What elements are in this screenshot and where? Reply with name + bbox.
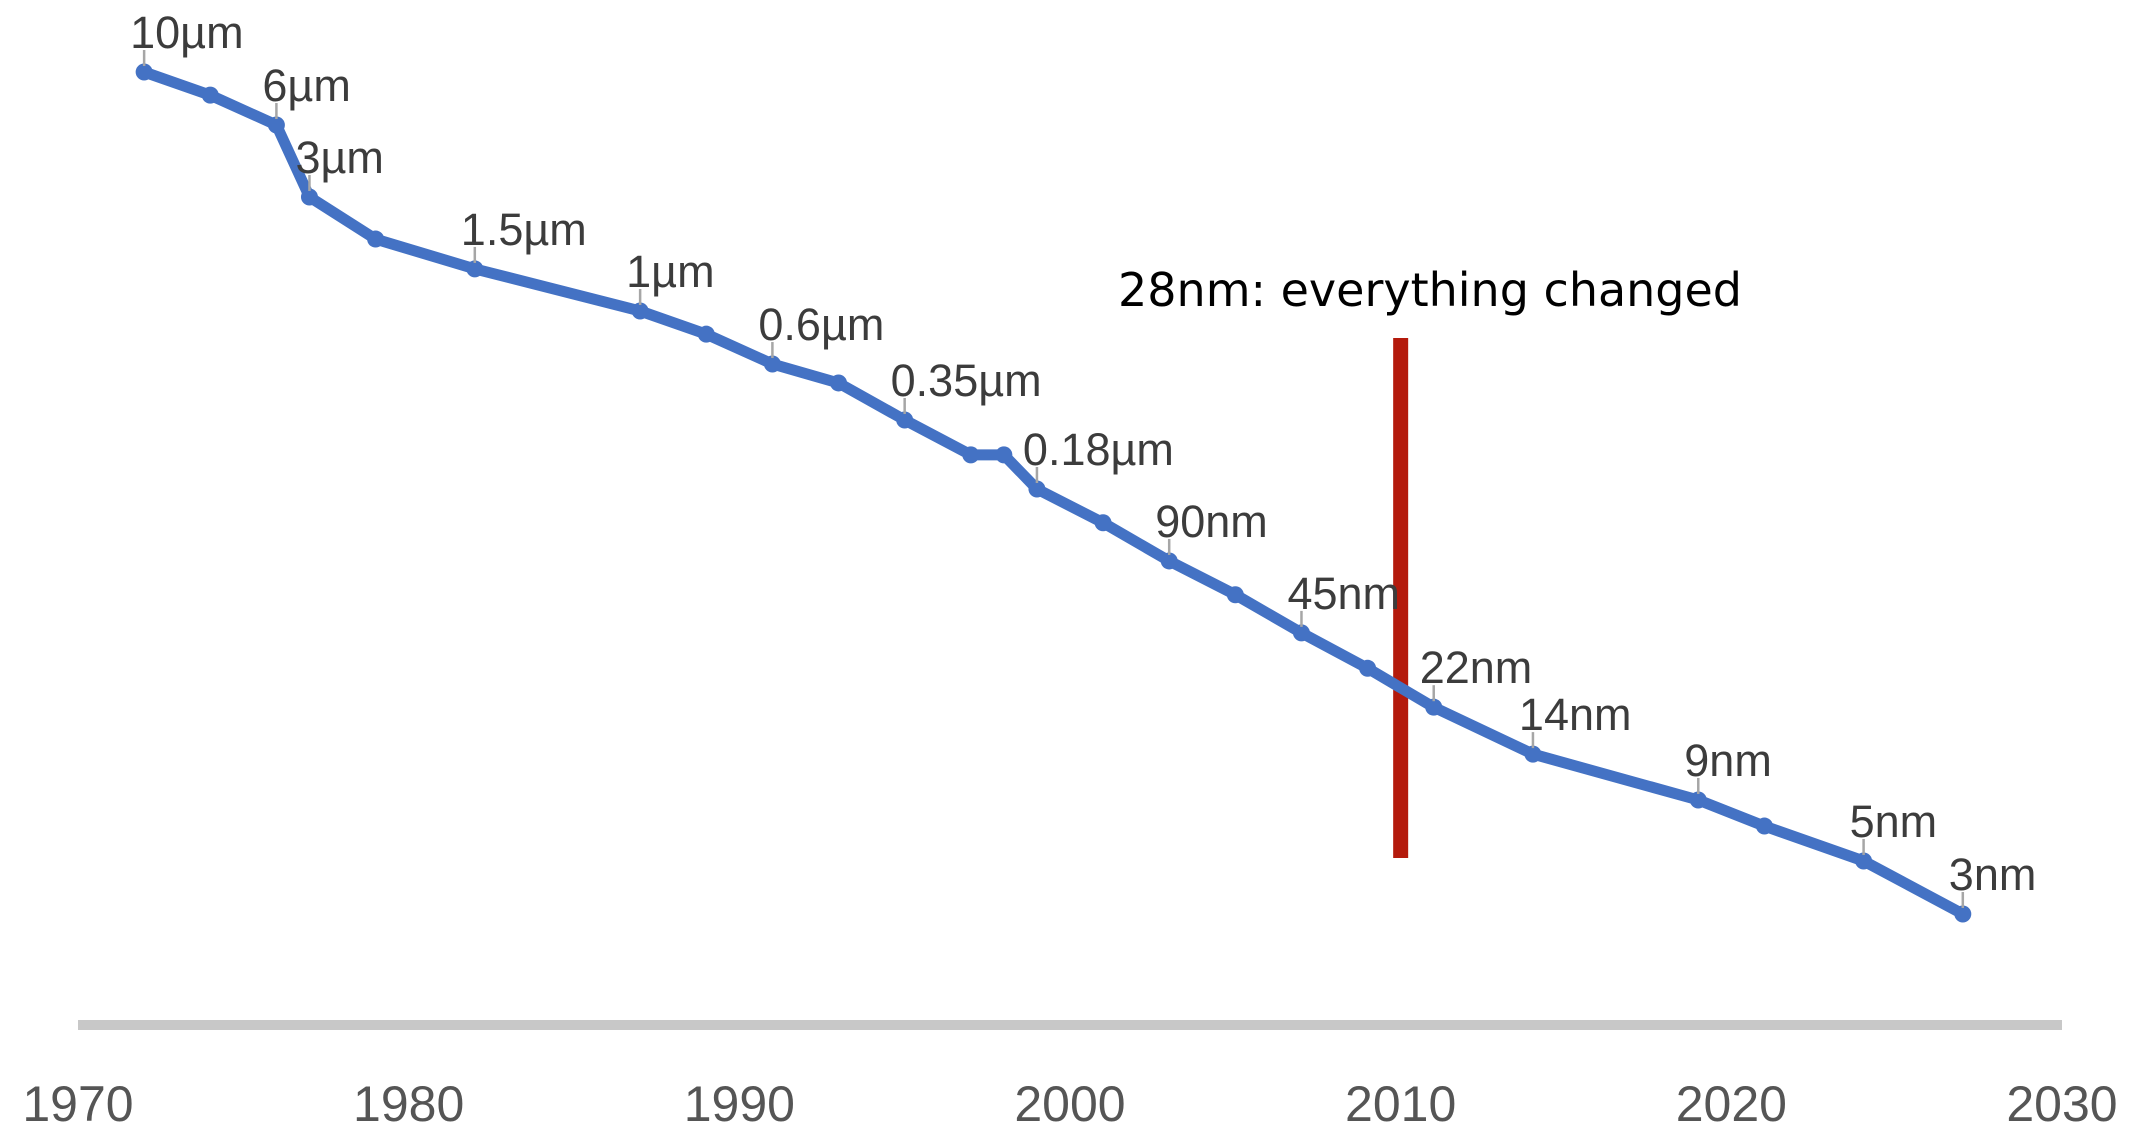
data-label-17: 45nm <box>1287 568 1400 619</box>
data-markers <box>135 63 1972 923</box>
x-tick-label-2010: 2010 <box>1345 1076 1456 1131</box>
x-tick-label-2020: 2020 <box>1676 1076 1787 1131</box>
data-point-16 <box>1226 586 1244 604</box>
data-label-21: 9nm <box>1684 735 1772 786</box>
data-point-4 <box>367 230 385 248</box>
data-label-20: 14nm <box>1519 689 1632 740</box>
data-point-3 <box>300 188 318 206</box>
data-point-24 <box>1954 905 1972 923</box>
x-tick-label-2000: 2000 <box>1014 1076 1125 1131</box>
x-tick-label-1990: 1990 <box>684 1076 795 1131</box>
data-label-13: 0.18µm <box>1023 424 1174 475</box>
x-tick-labels: 1970 1980 1990 2000 2010 2020 2030 <box>22 1076 2117 1131</box>
x-tick-label-1970: 1970 <box>22 1076 133 1131</box>
data-label-24: 3nm <box>1949 849 2037 900</box>
data-point-6 <box>631 302 649 320</box>
data-point-22 <box>1755 817 1773 835</box>
data-point-2 <box>267 116 285 134</box>
data-label-10: 0.35µm <box>891 355 1042 406</box>
data-point-9 <box>830 374 848 392</box>
data-point-20 <box>1524 745 1542 763</box>
data-point-5 <box>466 260 484 278</box>
data-point-14 <box>1094 514 1112 532</box>
data-point-7 <box>697 325 715 343</box>
data-point-1 <box>201 86 219 104</box>
data-point-0 <box>135 63 153 81</box>
data-label-15: 90nm <box>1155 496 1268 547</box>
data-point-15 <box>1160 552 1178 570</box>
data-label-5: 1.5µm <box>461 204 587 255</box>
annotation-layer: 28nm: everything changed <box>1118 263 1742 858</box>
data-label-0: 10µm <box>130 7 243 58</box>
data-point-12 <box>995 446 1013 464</box>
x-tick-label-2030: 2030 <box>2006 1076 2117 1131</box>
data-point-13 <box>1028 480 1046 498</box>
data-point-18 <box>1359 659 1377 677</box>
x-tick-label-1980: 1980 <box>353 1076 464 1131</box>
data-label-3: 3µm <box>295 132 383 183</box>
data-point-17 <box>1292 624 1310 642</box>
series-line <box>138 66 1969 920</box>
data-label-2: 6µm <box>262 60 350 111</box>
annotation-text: 28nm: everything changed <box>1118 263 1742 317</box>
data-label-23: 5nm <box>1850 796 1938 847</box>
data-label-19: 22nm <box>1420 642 1533 693</box>
data-point-23 <box>1855 852 1873 870</box>
data-label-8: 0.6µm <box>758 299 884 350</box>
data-point-19 <box>1425 698 1443 716</box>
data-point-21 <box>1689 791 1707 809</box>
data-label-6: 1µm <box>626 246 714 297</box>
data-point-11 <box>962 446 980 464</box>
data-point-10 <box>896 411 914 429</box>
data-point-8 <box>763 355 781 373</box>
